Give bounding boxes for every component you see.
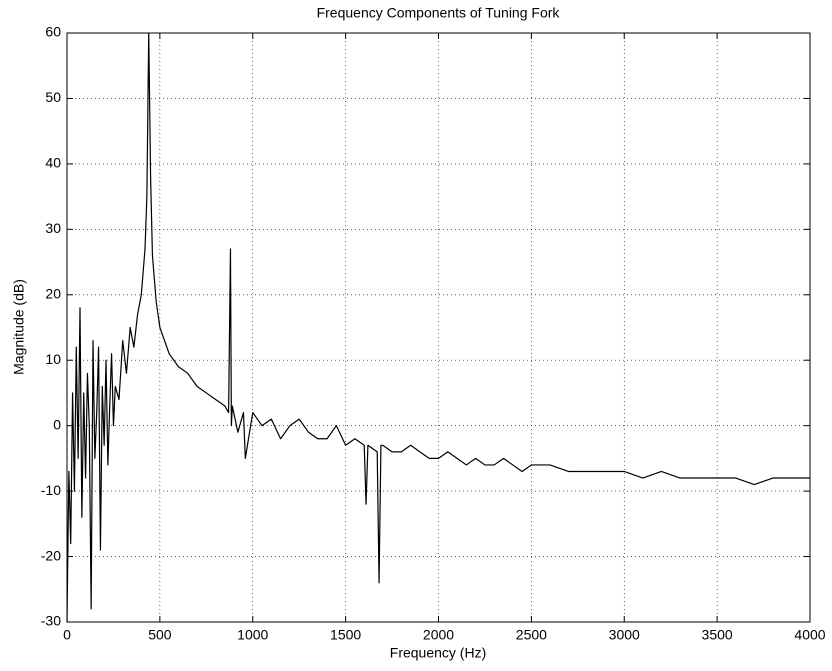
y-tick-label: -20 <box>41 547 61 563</box>
y-tick-label: 40 <box>45 155 61 171</box>
chart-title: Frequency Components of Tuning Fork <box>317 5 561 21</box>
x-tick-label: 1000 <box>237 627 268 643</box>
y-tick-label: -30 <box>41 613 61 629</box>
x-tick-label: 2500 <box>516 627 547 643</box>
x-tick-label: 1500 <box>330 627 361 643</box>
y-tick-label: 30 <box>45 220 61 236</box>
y-tick-label: 50 <box>45 89 61 105</box>
y-tick-label: 20 <box>45 285 61 301</box>
data-line <box>66 32 810 623</box>
x-tick-label: 4000 <box>794 627 825 643</box>
y-tick-label: 10 <box>45 351 61 367</box>
plot-frame <box>66 32 811 623</box>
x-tick-label: 500 <box>148 627 172 643</box>
y-axis-label: Magnitude (dB) <box>11 279 27 375</box>
x-tick-label: 3500 <box>702 627 733 643</box>
x-tick-label: 0 <box>63 627 71 643</box>
x-axis-label: Frequency (Hz) <box>390 645 486 661</box>
x-tick-label: 2000 <box>423 627 454 643</box>
y-tick-label: -10 <box>41 482 61 498</box>
y-tick-label: 60 <box>45 24 61 40</box>
y-tick-label: 0 <box>53 416 61 432</box>
x-tick-label: 3000 <box>609 627 640 643</box>
